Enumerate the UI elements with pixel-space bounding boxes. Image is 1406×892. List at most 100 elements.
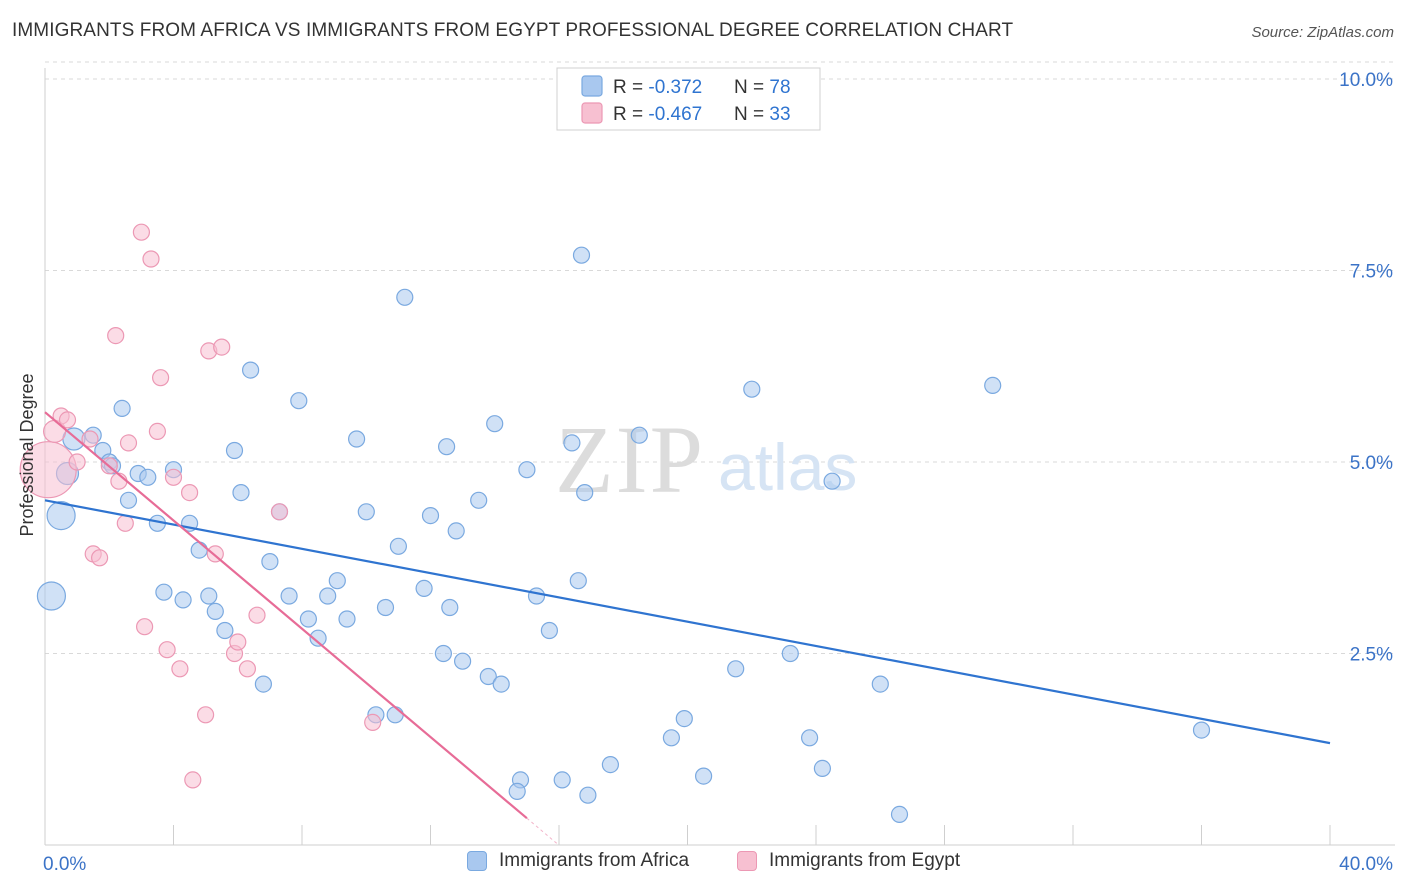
y-tick-label: 10.0% bbox=[1339, 70, 1393, 91]
data-point-africa bbox=[225, 441, 244, 460]
data-point-africa bbox=[1192, 721, 1211, 739]
data-point-africa bbox=[454, 652, 472, 670]
data-point-africa bbox=[447, 522, 465, 540]
data-point-egypt bbox=[171, 660, 189, 678]
legend-africa-n-value: 78 bbox=[769, 77, 790, 98]
data-point-egypt bbox=[90, 549, 109, 567]
data-point-africa bbox=[441, 598, 459, 617]
x-tick-label: 0.0% bbox=[43, 854, 86, 875]
legend-stats: R = -0.372 N = 78 R = -0.467 N = 33 bbox=[556, 67, 821, 131]
data-point-egypt bbox=[58, 411, 77, 429]
axes: 0.0% 40.0% bbox=[43, 68, 1395, 875]
data-point-egypt bbox=[238, 660, 256, 678]
data-point-africa bbox=[328, 572, 346, 590]
data-point-egypt bbox=[181, 484, 199, 502]
data-point-africa bbox=[743, 380, 761, 398]
data-point-africa bbox=[216, 621, 234, 640]
data-point-egypt bbox=[148, 422, 166, 440]
legend-series: Immigrants from Africa Immigrants from E… bbox=[0, 850, 1406, 880]
svg-text:R = -0.467: R = -0.467 bbox=[613, 104, 702, 125]
data-point-egypt bbox=[270, 503, 289, 521]
svg-text:N = 78: N = 78 bbox=[734, 77, 791, 98]
legend-label-africa: Immigrants from Africa bbox=[499, 850, 690, 871]
data-point-africa bbox=[242, 361, 260, 379]
legend-item-egypt[interactable]: Immigrants from Egypt bbox=[737, 850, 960, 872]
x-tick-label: 40.0% bbox=[1339, 854, 1393, 875]
svg-text:R = -0.372: R = -0.372 bbox=[613, 77, 702, 98]
data-point-africa bbox=[415, 579, 433, 598]
legend-item-africa[interactable]: Immigrants from Africa bbox=[467, 850, 689, 872]
series-egypt-points bbox=[19, 223, 382, 789]
trend-lines bbox=[44, 411, 1331, 846]
data-point-africa bbox=[299, 610, 317, 628]
data-point-africa bbox=[139, 468, 157, 486]
data-point-egypt bbox=[136, 618, 154, 636]
data-point-africa bbox=[46, 500, 76, 531]
data-point-egypt bbox=[184, 771, 202, 789]
data-point-africa bbox=[357, 503, 375, 521]
legend-label-egypt: Immigrants from Egypt bbox=[769, 850, 961, 871]
data-point-africa bbox=[434, 644, 452, 663]
legend-egypt-r-label: R = bbox=[613, 104, 648, 125]
data-point-africa bbox=[694, 767, 713, 785]
watermark: ZIP atlas bbox=[555, 406, 857, 513]
data-point-egypt bbox=[197, 706, 215, 724]
legend-egypt-r-value: -0.467 bbox=[648, 104, 702, 125]
y-tick-label: 7.5% bbox=[1350, 262, 1393, 283]
legend-swatch-africa bbox=[581, 75, 603, 97]
data-point-africa bbox=[601, 755, 620, 774]
legend-africa-r-value: -0.372 bbox=[648, 77, 702, 98]
data-point-africa bbox=[386, 706, 404, 724]
data-point-egypt bbox=[116, 514, 134, 532]
data-point-africa bbox=[421, 506, 440, 525]
data-point-africa bbox=[675, 709, 693, 728]
chart-source: Source: ZipAtlas.com bbox=[1251, 24, 1394, 41]
data-point-africa bbox=[662, 729, 681, 747]
data-point-africa bbox=[492, 675, 510, 693]
data-point-africa bbox=[527, 587, 546, 605]
legend-swatch-egypt-bottom bbox=[737, 851, 757, 871]
data-point-africa bbox=[890, 805, 909, 824]
data-point-africa bbox=[470, 491, 488, 509]
data-point-africa bbox=[190, 541, 208, 559]
series-africa-points bbox=[36, 246, 1211, 824]
data-point-africa bbox=[553, 771, 571, 789]
data-point-egypt bbox=[213, 338, 231, 356]
data-point-egypt bbox=[107, 327, 125, 345]
legend-africa-r-label: R = bbox=[613, 77, 648, 98]
data-point-africa bbox=[871, 675, 889, 693]
data-point-africa bbox=[280, 587, 298, 605]
data-point-africa bbox=[518, 461, 536, 479]
data-point-egypt bbox=[158, 641, 176, 659]
data-point-egypt bbox=[142, 250, 160, 268]
svg-text:N = 33: N = 33 bbox=[734, 104, 791, 125]
data-point-africa bbox=[781, 644, 799, 663]
data-point-africa bbox=[727, 660, 745, 678]
data-point-africa bbox=[254, 675, 272, 693]
data-point-egypt bbox=[229, 633, 247, 651]
grid-lines: 2.5% 5.0% 7.5% 10.0% bbox=[45, 61, 1395, 666]
trend-line-egypt bbox=[44, 411, 528, 820]
y-tick-label: 5.0% bbox=[1350, 453, 1393, 474]
data-point-egypt bbox=[364, 713, 382, 732]
data-point-africa bbox=[576, 484, 594, 502]
legend-africa-n-label: N = bbox=[734, 77, 769, 98]
data-point-egypt bbox=[132, 223, 150, 241]
data-point-egypt bbox=[152, 369, 170, 387]
data-point-africa bbox=[155, 583, 173, 601]
data-point-africa bbox=[579, 786, 597, 804]
data-point-africa bbox=[348, 430, 366, 448]
legend-egypt-n-label: N = bbox=[734, 104, 769, 125]
data-point-africa bbox=[479, 667, 497, 686]
data-point-africa bbox=[572, 246, 591, 264]
data-point-africa bbox=[261, 552, 279, 571]
data-point-africa bbox=[569, 572, 587, 590]
chart-title: IMMIGRANTS FROM AFRICA VS IMMIGRANTS FRO… bbox=[12, 20, 1014, 41]
data-point-africa bbox=[823, 472, 841, 490]
data-point-africa bbox=[438, 438, 456, 456]
data-point-africa bbox=[36, 581, 67, 611]
data-point-africa bbox=[563, 434, 581, 452]
data-point-africa bbox=[174, 591, 192, 609]
data-point-egypt bbox=[119, 434, 138, 452]
data-point-africa bbox=[813, 759, 832, 778]
